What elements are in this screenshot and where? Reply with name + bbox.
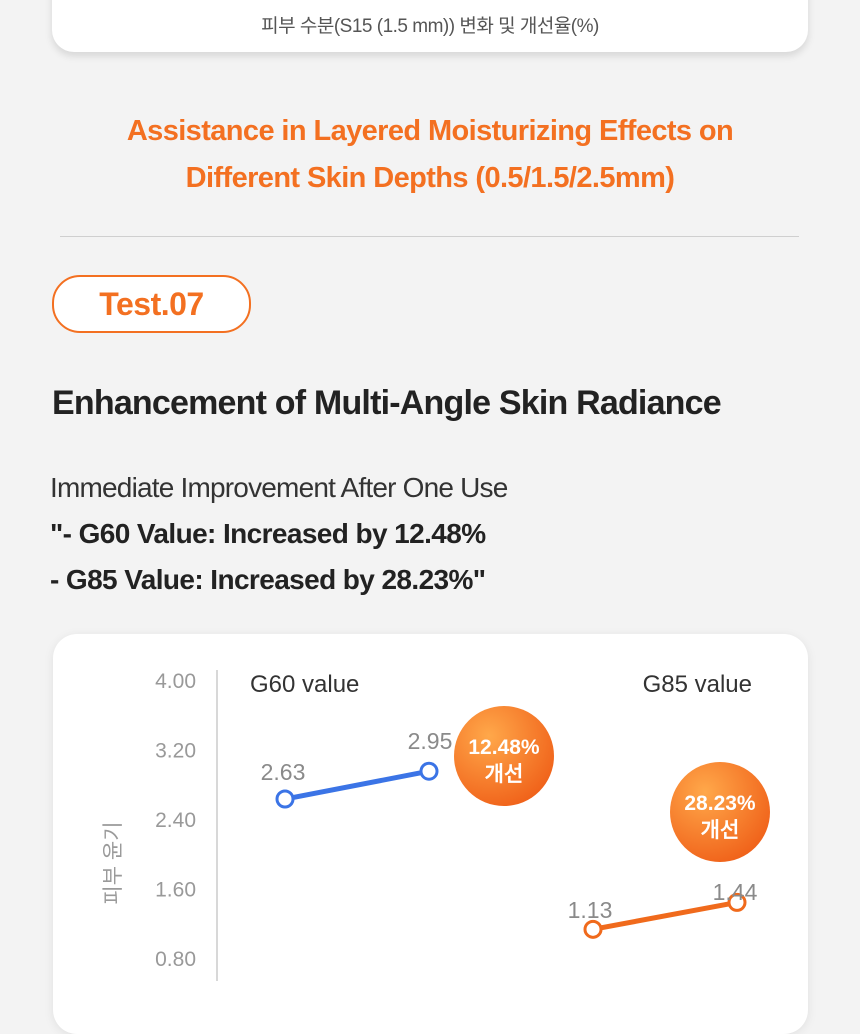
moisturizing-headline: Assistance in Layered Moisturizing Effec… [0, 108, 860, 202]
data-label: 1.13 [568, 897, 613, 923]
headline-line-1: Assistance in Layered Moisturizing Effec… [126, 115, 734, 147]
y-axis-label: 피부 윤기 [102, 821, 125, 904]
badge-percent: 28.23% [684, 792, 756, 815]
improvement-badge [670, 762, 770, 862]
y-tick-label: 1.60 [155, 879, 196, 902]
intro-text: Immediate Improvement After One Use [50, 472, 508, 503]
improvement-badge [454, 706, 554, 806]
series-name-g60: G60 value [250, 671, 359, 698]
radiance-chart: 피부 윤기 G60 value G85 value 4.00 3.20 2.40 1.… [102, 670, 770, 981]
test-badge: Test.07 [52, 275, 251, 333]
badge-label: 개선 [701, 819, 740, 842]
data-label: 2.63 [261, 759, 306, 785]
badge-percent: 12.48% [468, 736, 540, 759]
y-tick-label: 3.20 [155, 740, 196, 763]
series-line-1 [590, 899, 740, 932]
y-tick-label: 2.40 [155, 809, 196, 832]
data-label: 2.95 [408, 728, 453, 754]
headline-line-2: Different Skin Depths (0.5/1.5/2.5mm) [185, 162, 675, 194]
data-point [419, 761, 439, 781]
stat-g60: "- G60 Value: Increased by 12.48% [50, 518, 486, 549]
y-tick-label: 4.00 [155, 670, 196, 693]
section-divider [60, 236, 799, 237]
data-point [275, 789, 295, 809]
data-point [583, 919, 603, 939]
series-name-g85: G85 value [643, 671, 752, 698]
stat-g85: - G85 Value: Increased by 28.23%" [50, 564, 486, 595]
chart-caption: 피부 수분(S15 (1.5 mm)) 변화 및 개선율(%) [261, 16, 599, 37]
badge-label: 개선 [485, 763, 524, 786]
section-title: Enhancement of Multi-Angle Skin Radiance [52, 384, 722, 422]
data-point [727, 892, 747, 912]
series-line-0 [282, 768, 432, 802]
data-label: 1.44 [713, 879, 758, 905]
previous-chart-card: 피부 수분(S15 (1.5 mm)) 변화 및 개선율(%) [52, 0, 808, 52]
y-tick-label: 0.80 [155, 948, 196, 971]
